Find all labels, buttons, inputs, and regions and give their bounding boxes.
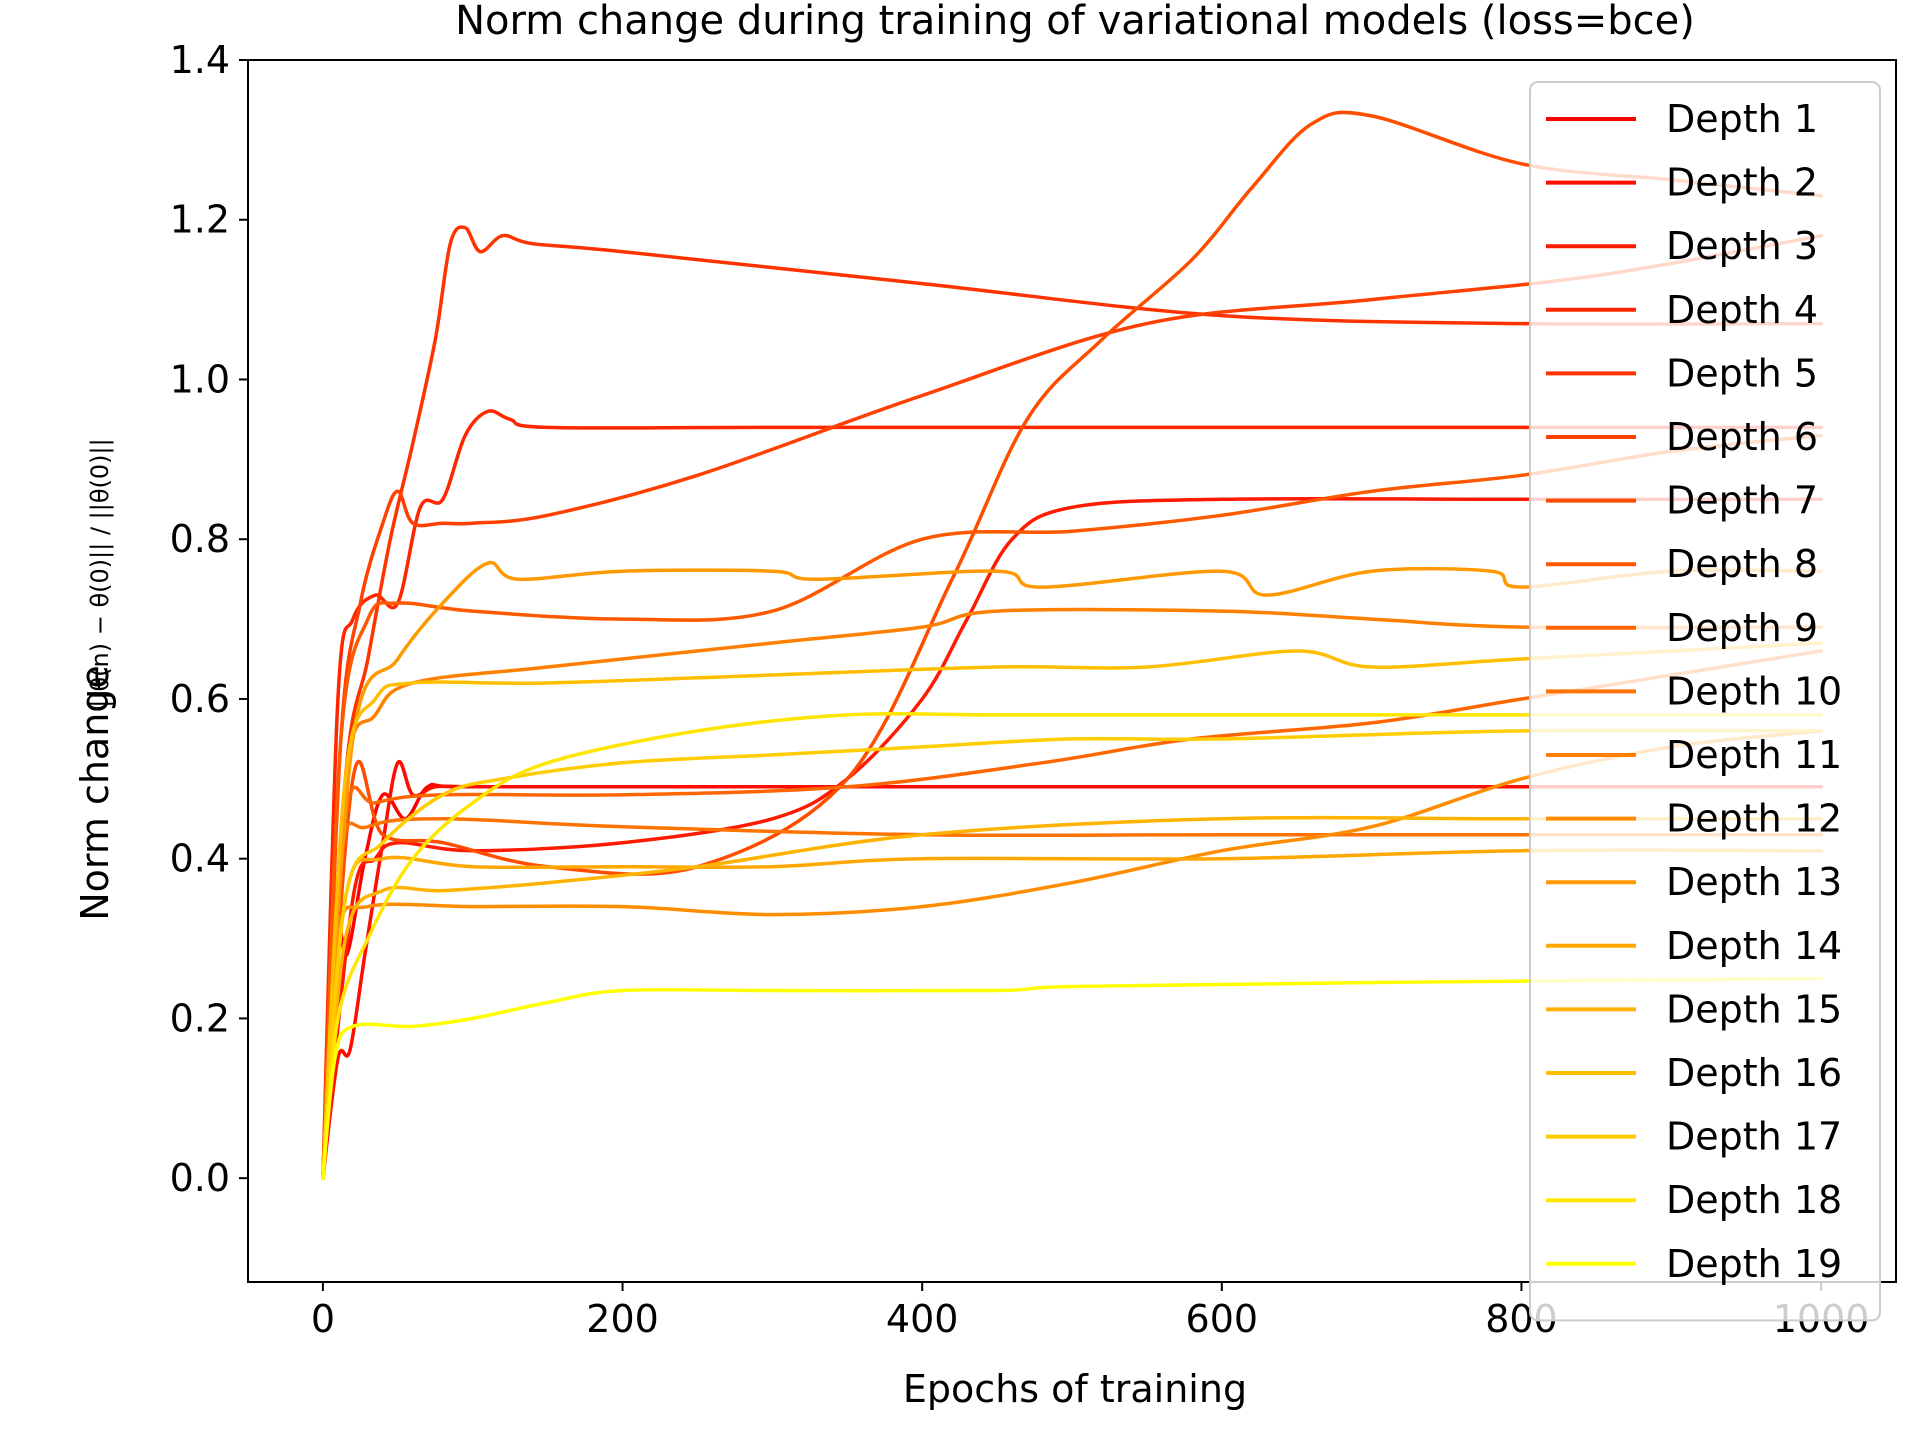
legend-label: Depth 15 <box>1666 987 1842 1031</box>
legend-label: Depth 16 <box>1666 1051 1842 1095</box>
series-line-depth-11 <box>321 607 1823 1180</box>
series-line-depth-5 <box>321 225 1823 1180</box>
y-tick-label: 1.4 <box>170 38 230 82</box>
series-line-depth-13 <box>321 560 1823 1180</box>
legend-label: Depth 14 <box>1666 924 1842 968</box>
series-line-depth-4 <box>321 409 1823 1180</box>
series-line-depth-15 <box>321 815 1823 1180</box>
y-tick-label: 1.0 <box>170 357 230 401</box>
legend-label: Depth 5 <box>1666 351 1818 395</box>
x-tick-label: 0 <box>311 1297 335 1341</box>
y-axis: 0.0 0.2 0.4 0.6 0.8 1.0 1.2 1.4 <box>170 38 248 1200</box>
series-line-depth-18 <box>321 711 1823 1180</box>
plot-frame <box>247 59 1897 1283</box>
legend-label: Depth 9 <box>1666 606 1818 650</box>
series-line-depth-12 <box>321 729 1823 1180</box>
chart-title: Norm change during training of variation… <box>455 0 1695 44</box>
legend-label: Depth 12 <box>1666 797 1842 841</box>
legend-label: Depth 7 <box>1666 479 1818 523</box>
series-line-depth-17 <box>321 728 1823 1180</box>
x-tick-label: 400 <box>886 1297 959 1341</box>
series-line-depth-7 <box>321 110 1823 1180</box>
y-tick-label: 0.6 <box>170 677 230 721</box>
y-tick-label: 1.2 <box>170 198 230 242</box>
legend: Depth 1 Depth 2 Depth 3 Depth 4 Depth 5 Depth… <box>1529 81 1881 1322</box>
y-tick-label: 0.8 <box>170 517 230 561</box>
legend-label: Depth 3 <box>1666 224 1818 268</box>
legend-label: Depth 2 <box>1666 161 1818 205</box>
legend-label: Depth 4 <box>1666 288 1818 332</box>
y-tick-label: 0.0 <box>170 1156 230 1200</box>
series-line-depth-16 <box>321 641 1823 1180</box>
y-tick-label: 0.2 <box>170 996 230 1040</box>
series-line-depth-9 <box>321 649 1823 1180</box>
y-axis-formula: ||θ(n) − θ(0)|| / ||θ(0)|| <box>86 438 114 707</box>
y-tick-label: 0.4 <box>170 837 230 881</box>
legend-label: Depth 19 <box>1666 1242 1842 1286</box>
legend-label: Depth 6 <box>1666 415 1818 459</box>
legend-label: Depth 18 <box>1666 1178 1842 1222</box>
legend-label: Depth 11 <box>1666 733 1842 777</box>
series-line-depth-19 <box>321 976 1823 1180</box>
y-axis-label: Norm change <box>73 665 117 921</box>
x-tick-label: 200 <box>586 1297 659 1341</box>
plot-area <box>247 59 1897 1283</box>
series-line-depth-2 <box>321 759 1823 1180</box>
legend-label: Depth 8 <box>1666 542 1818 586</box>
x-axis: 02004006008001000 <box>311 1282 1869 1341</box>
series-line-depth-6 <box>321 233 1823 1180</box>
legend-label: Depth 17 <box>1666 1115 1842 1159</box>
y-axis-label-group: Norm change ||θ(n) − θ(0)|| / ||θ(0)|| <box>73 438 117 920</box>
legend-label: Depth 10 <box>1666 669 1842 713</box>
legend-label: Depth 13 <box>1666 860 1842 904</box>
legend-label: Depth 1 <box>1666 97 1818 141</box>
x-axis-label: Epochs of training <box>903 1367 1247 1411</box>
x-tick-label: 600 <box>1186 1297 1259 1341</box>
series-line-depth-8 <box>321 433 1823 1180</box>
